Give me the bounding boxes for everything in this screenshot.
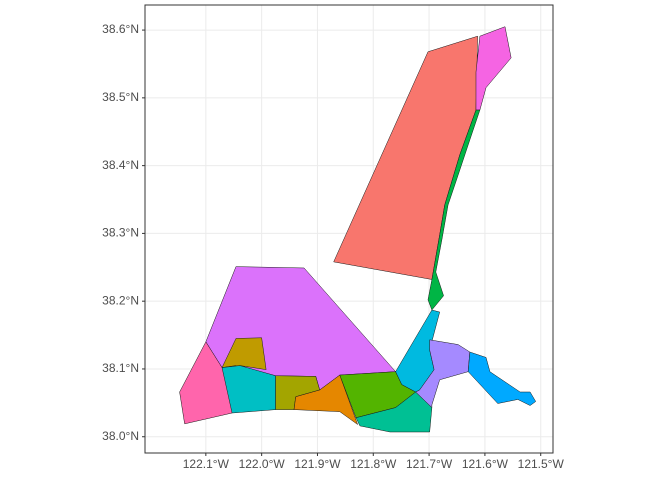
- axes: 122.1°W 122.0°W 121.9°W 121.8°W 121.7°W 121.6…: [102, 22, 564, 471]
- region: [221, 337, 267, 370]
- x-tick-label: 121.9°W: [294, 457, 341, 471]
- region: [467, 351, 537, 406]
- y-tick-label: 38.5°N: [102, 90, 139, 104]
- x-tick-label: 122.1°W: [183, 457, 230, 471]
- y-tick-label: 38.1°N: [102, 361, 139, 375]
- y-tick-label: 38.3°N: [102, 226, 139, 240]
- y-tick-label: 38.6°N: [102, 22, 139, 36]
- region: [475, 26, 512, 111]
- region: [293, 374, 359, 426]
- panel-border: [144, 4, 554, 454]
- region: [415, 339, 471, 409]
- region: [355, 391, 433, 433]
- x-tick-label: 121.5°W: [518, 457, 565, 471]
- regions: [179, 26, 537, 433]
- x-tick-label: 121.7°W: [406, 457, 453, 471]
- region: [427, 109, 481, 311]
- region: [333, 35, 478, 280]
- x-tick-label: 121.6°W: [462, 457, 509, 471]
- y-tick-label: 38.2°N: [102, 293, 139, 307]
- y-tick-label: 38.4°N: [102, 158, 139, 172]
- x-tick-label: 121.8°W: [350, 457, 397, 471]
- x-tick-label: 122.0°W: [239, 457, 286, 471]
- y-tick-label: 38.0°N: [102, 429, 139, 443]
